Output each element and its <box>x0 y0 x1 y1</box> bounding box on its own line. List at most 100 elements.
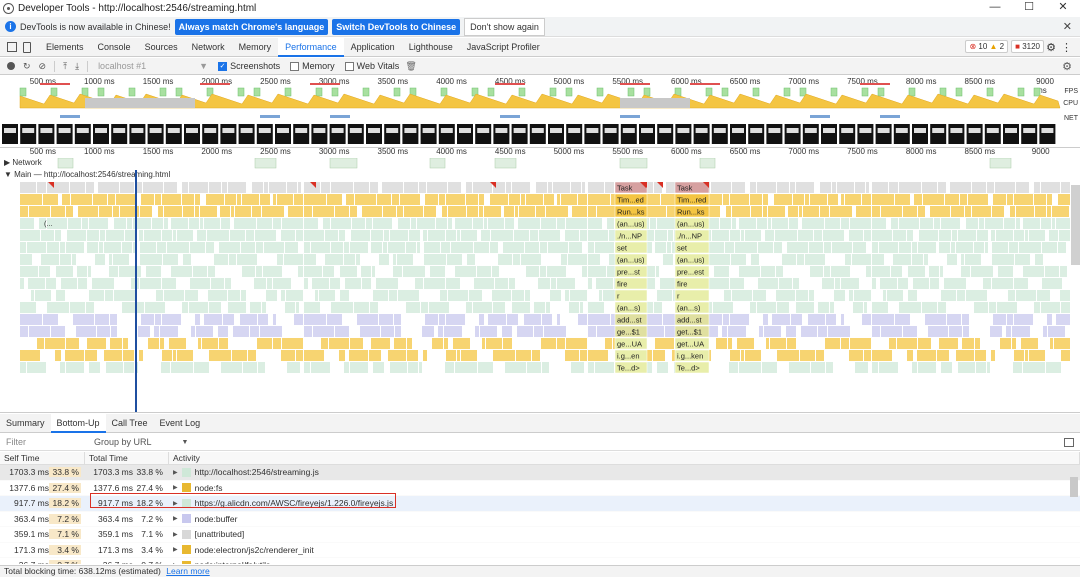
more-options-icon[interactable]: ⋮ <box>1061 41 1072 54</box>
flame-block <box>241 242 255 253</box>
expand-triangle-icon[interactable]: ▶ <box>173 531 178 538</box>
timeline-overview[interactable]: 500 ms 1000 ms 1500 ms 2000 ms 2500 ms 3000 m… <box>0 76 1080 148</box>
flame-block <box>424 254 446 265</box>
flame-block <box>354 182 369 193</box>
flame-block <box>479 314 484 325</box>
table-scrollbar[interactable] <box>1070 477 1078 497</box>
group-by-select[interactable]: Group by URL <box>94 437 152 447</box>
infobar-close-icon[interactable]: ✕ <box>1062 21 1072 33</box>
total-time-header[interactable]: Total Time <box>85 452 169 464</box>
device-toolbar-icon[interactable] <box>23 41 31 53</box>
clear-icon[interactable]: ⊘ <box>38 60 47 71</box>
flame-block <box>1009 242 1018 253</box>
table-row[interactable]: 363.4 ms 7.2 % 363.4 ms 7.2 % ▶ node:buffer <box>0 512 1080 527</box>
flame-call-label: ./n...NP <box>677 232 702 241</box>
web-vitals-checkbox[interactable]: Web Vitals <box>344 61 399 71</box>
flame-block <box>481 230 490 241</box>
flame-block <box>571 182 581 193</box>
panel-tab-call-tree[interactable]: Call Tree <box>111 417 148 428</box>
flame-block <box>47 242 59 253</box>
expand-triangle-icon[interactable]: ▶ <box>173 547 178 554</box>
expand-triangle-icon[interactable]: ▶ <box>173 562 178 564</box>
download-profile-icon[interactable]: ⤓ <box>75 60 80 71</box>
tab-sources[interactable]: Sources <box>144 41 178 52</box>
table-row[interactable]: 1377.6 ms 27.4 % 1377.6 ms 27.4 % ▶ node:fs <box>0 481 1080 496</box>
toggle-sidebar-icon[interactable] <box>1064 437 1074 447</box>
capture-settings-gear-icon[interactable]: ⚙ <box>1062 60 1072 73</box>
checkbox-checked-icon: ✓ <box>218 61 228 71</box>
tab-memory[interactable]: Memory <box>238 41 272 52</box>
panel-tab-event-log[interactable]: Event Log <box>159 417 201 428</box>
inspect-element-icon[interactable] <box>7 42 17 52</box>
screenshot-frame <box>693 124 710 144</box>
settings-gear-icon[interactable]: ⚙ <box>1046 41 1056 54</box>
flame-block <box>603 290 619 301</box>
expand-triangle-icon[interactable]: ▶ <box>173 516 178 523</box>
screenshots-checkbox[interactable]: ✓ Screenshots <box>218 61 280 71</box>
tab-performance[interactable]: Performance <box>278 37 344 57</box>
tab-javascript-profiler[interactable]: JavaScript Profiler <box>466 41 540 52</box>
flame-block <box>561 194 577 205</box>
table-row[interactable]: 171.3 ms 3.4 % 171.3 ms 3.4 % ▶ node:electron… <box>0 543 1080 558</box>
flame-block <box>345 278 361 289</box>
tab-lighthouse[interactable]: Lighthouse <box>408 41 453 52</box>
main-track-header[interactable]: ▼ Main — http://localhost:2546/streaming… <box>4 170 171 179</box>
reload-record-icon[interactable]: ↻ <box>23 60 31 71</box>
flame-block <box>60 362 65 373</box>
flame-block <box>996 230 1013 241</box>
activity-header[interactable]: Activity <box>169 452 1080 464</box>
screenshot-frame-content <box>914 128 926 133</box>
table-row[interactable]: 1703.3 ms 33.8 % 1703.3 ms 33.8 % ▶ http://lo… <box>0 465 1080 481</box>
ruler-tick-label: 4000 ms <box>436 147 467 156</box>
total-time-pct: 3.4 % <box>141 544 163 555</box>
self-time-header[interactable]: Self Time <box>0 452 85 464</box>
error-warning-badge[interactable]: ⊗ 10 ▲ 2 <box>965 40 1009 53</box>
flamechart-scrollbar[interactable] <box>1071 185 1080 265</box>
target-select[interactable]: localhost #1 ▼ <box>98 61 208 71</box>
maximize-button[interactable]: ☐ <box>1024 1 1034 13</box>
flame-block <box>455 362 477 373</box>
table-row[interactable]: 359.1 ms 7.1 % 359.1 ms 7.1 % ▶ [unattributed… <box>0 527 1080 543</box>
flame-block <box>788 206 798 217</box>
table-row[interactable]: 36.7 ms0.7 %36.7 ms0.7 %▶node:internal/f… <box>0 558 1080 564</box>
tab-console[interactable]: Console <box>97 41 131 52</box>
flame-block <box>557 218 565 229</box>
dont-show-again-button[interactable]: Don't show again <box>464 17 545 36</box>
flame-block <box>588 218 602 229</box>
network-track-header[interactable]: ▶ Network <box>4 158 42 167</box>
activity-label: http://localhost:2546/streaming.js <box>194 467 319 478</box>
flame-block <box>899 218 919 229</box>
flame-block <box>872 218 886 229</box>
total-blocking-time: Total blocking time: 638.12ms (estimated… <box>4 566 161 576</box>
upload-profile-icon[interactable]: ⤒ <box>63 60 68 71</box>
switch-chinese-button[interactable]: Switch DevTools to Chinese <box>332 18 461 35</box>
bottom-up-filterbar: Filter Group by URL ▼ <box>0 434 1080 451</box>
panel-tab-bottom-up[interactable]: Bottom-Up <box>50 413 106 433</box>
chevron-down-icon[interactable]: ▼ <box>181 438 189 446</box>
flame-block <box>588 362 594 373</box>
tab-elements[interactable]: Elements <box>46 41 84 52</box>
panel-tab-summary[interactable]: Summary <box>6 417 45 428</box>
flame-block <box>947 254 957 265</box>
expand-triangle-icon[interactable]: ▶ <box>173 485 178 492</box>
minimize-button[interactable]: — <box>989 1 1001 13</box>
flamechart-area[interactable]: Task Tim...ed Run...ks (an...us) ./n...NP set… <box>0 158 1080 413</box>
flame-block <box>1052 218 1055 229</box>
trash-icon[interactable]: 🗑 <box>405 60 417 71</box>
expand-triangle-icon[interactable]: ▶ <box>173 469 178 476</box>
learn-more-link[interactable]: Learn more <box>166 566 210 576</box>
tab-network[interactable]: Network <box>191 41 225 52</box>
flame-block <box>588 278 592 289</box>
memory-checkbox[interactable]: Memory <box>290 61 335 71</box>
flame-block <box>850 338 871 349</box>
close-window-button[interactable]: ✕ <box>1058 1 1068 13</box>
record-icon[interactable] <box>7 62 15 70</box>
flame-block <box>757 182 776 193</box>
flame-block <box>557 314 560 325</box>
tab-application[interactable]: Application <box>350 41 395 52</box>
issues-badge[interactable]: ■ 3120 <box>1011 40 1044 53</box>
filter-input[interactable]: Filter <box>6 437 26 447</box>
match-language-button[interactable]: Always match Chrome's language <box>174 18 329 35</box>
flame-block <box>400 194 420 205</box>
expand-triangle-icon[interactable]: ▶ <box>173 500 178 507</box>
